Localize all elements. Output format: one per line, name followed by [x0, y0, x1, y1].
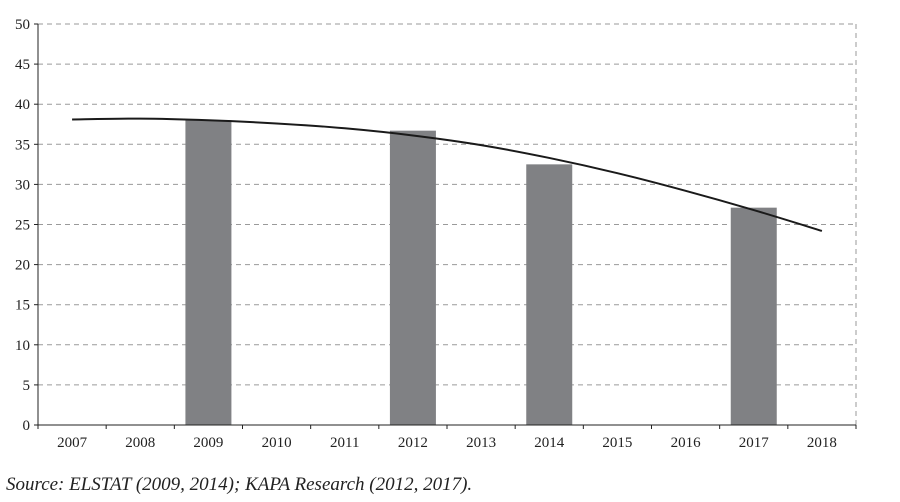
x-tick-label: 2011 [330, 435, 359, 451]
chart-area: 0 5 10 15 20 25 30 35 40 45 50 2007 2008 2009 2010 201… [15, 17, 857, 451]
bar-2014 [526, 164, 573, 425]
x-tick-label: 2018 [807, 435, 837, 451]
y-tick-label: 10 [15, 338, 30, 354]
x-tick-label: 2013 [466, 435, 496, 451]
grid [38, 23, 857, 425]
y-tick-label: 45 [15, 57, 30, 73]
y-tick-label: 30 [15, 177, 30, 193]
x-tick-labels: 2007 2008 2009 2010 2011 2012 2013 2014 2015 2016… [57, 435, 837, 451]
x-tick-label: 2008 [125, 435, 155, 451]
x-tick-label: 2012 [398, 435, 428, 451]
trend-line [72, 117, 823, 232]
bars [185, 120, 777, 426]
x-tick-label: 2014 [534, 435, 565, 451]
y-tick-label: 15 [15, 298, 30, 314]
axes [34, 23, 857, 429]
y-tick-label: 5 [23, 378, 31, 394]
y-tick-labels: 0 5 10 15 20 25 30 35 40 45 50 [15, 17, 30, 434]
x-tick-label: 2007 [57, 435, 88, 451]
x-tick-label: 2015 [602, 435, 632, 451]
trend-line-group [72, 117, 823, 232]
source-note: Source: ELSTAT (2009, 2014); KAPA Resear… [6, 474, 473, 495]
x-tick-label: 2009 [193, 435, 223, 451]
bar-2009 [185, 120, 232, 426]
x-tick-label: 2016 [671, 435, 702, 451]
y-tick-label: 50 [15, 17, 30, 33]
bar-2017 [730, 207, 777, 425]
y-tick-label: 20 [15, 258, 30, 274]
y-tick-label: 40 [15, 97, 30, 113]
y-tick-label: 25 [15, 218, 30, 234]
chart-svg: 0 5 10 15 20 25 30 35 40 45 50 2007 2008 2009 2010 201… [15, 17, 857, 451]
y-tick-label: 0 [23, 418, 31, 434]
x-tick-label: 2010 [262, 435, 292, 451]
bar-2012 [389, 130, 436, 425]
x-tick-label: 2017 [739, 435, 770, 451]
y-tick-label: 35 [15, 137, 30, 153]
